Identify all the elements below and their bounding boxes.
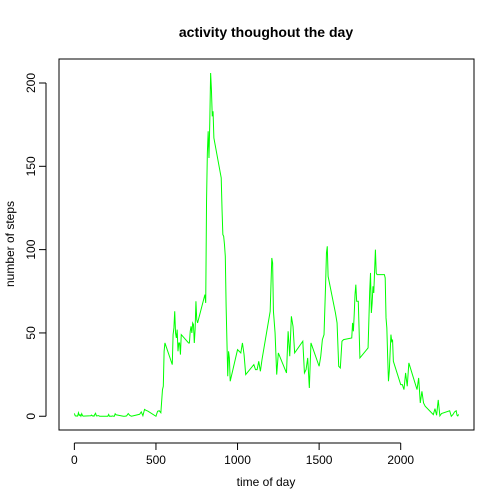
x-tick-label: 1000: [224, 453, 251, 467]
y-tick-label: 200: [24, 73, 38, 93]
y-tick-label: 150: [24, 156, 38, 176]
x-axis-label: time of day: [237, 475, 296, 489]
y-tick-label: 100: [24, 239, 38, 259]
chart-title: activity thoughout the day: [179, 24, 353, 40]
plot-box: [58, 58, 475, 431]
x-tick-label: 1500: [306, 453, 333, 467]
x-tick-label: 500: [146, 453, 166, 467]
data-line: [73, 72, 460, 418]
y-tick-label: 50: [24, 326, 38, 340]
x-tick-label: 0: [71, 453, 78, 467]
y-axis-label: number of steps: [3, 201, 17, 287]
y-tick-label: 0: [24, 413, 38, 420]
x-tick-label: 2000: [387, 453, 414, 467]
